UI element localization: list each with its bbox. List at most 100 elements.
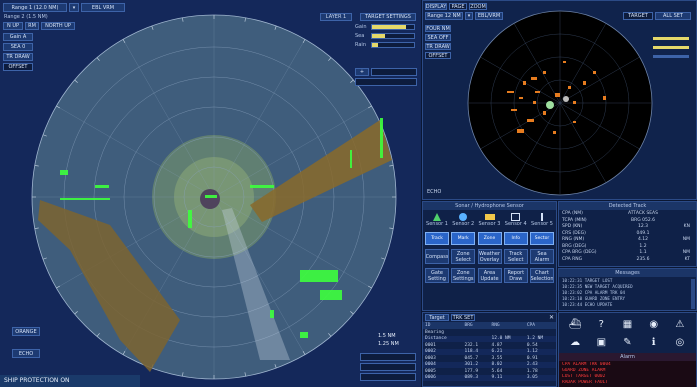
- detection-unit: KN: [683, 224, 690, 229]
- left-control-column: Gain A SEA 0 TR DRAW OFFSET: [3, 33, 33, 71]
- value-box-c[interactable]: [355, 78, 417, 86]
- echo-button[interactable]: ECHO: [12, 349, 40, 358]
- bearing-tick: [302, 351, 306, 355]
- action-weather[interactable]: Weather Overlay: [477, 249, 502, 264]
- tool-mark[interactable]: Mark: [451, 232, 476, 245]
- mini-radar-scope[interactable]: [423, 1, 697, 201]
- mini-gain-bar[interactable]: [653, 37, 689, 40]
- message-list[interactable]: 10:22:31 TARGET LOST 10:22:35 NEW TARGET …: [559, 277, 696, 309]
- action-zone-settings[interactable]: Zone Settings: [451, 268, 476, 283]
- action-zone-select[interactable]: Zone Select: [451, 249, 476, 264]
- sensor-item-2[interactable]: Sensor 2: [451, 213, 475, 227]
- column-header[interactable]: RNG: [489, 322, 525, 329]
- sensor-item-4[interactable]: Sensor 4: [504, 213, 528, 227]
- slider-track[interactable]: [371, 33, 415, 39]
- mini-sea-bar[interactable]: [653, 46, 689, 49]
- action-gate[interactable]: Gate Setting: [425, 268, 449, 283]
- range-dropdown[interactable]: ▾: [69, 3, 79, 12]
- tools-icon[interactable]: ✎: [623, 336, 632, 348]
- target-settings-button[interactable]: TARGET SETTINGS: [360, 13, 416, 21]
- warning-icon[interactable]: ⚠: [675, 318, 685, 330]
- north-up-button[interactable]: N UP: [3, 22, 23, 30]
- main-radar-scope[interactable]: [0, 0, 421, 387]
- tool-zone[interactable]: Zone: [477, 232, 502, 245]
- value-box-a[interactable]: +: [355, 68, 369, 76]
- ship-icon[interactable]: ⛴: [568, 318, 582, 330]
- sensor-actions-2: Gate Setting Zone Settings Area Update R…: [423, 266, 556, 285]
- mini-rain-bar[interactable]: [653, 55, 689, 58]
- info-icon[interactable]: ℹ: [651, 336, 656, 348]
- detection-row: CRS (DEG) 049.1: [562, 231, 693, 238]
- rm-button[interactable]: RM: [25, 22, 39, 30]
- bearing-tick: [244, 372, 246, 377]
- mini-trail-button[interactable]: TR DRAW: [425, 43, 451, 50]
- table-row[interactable]: 0006 089.3 9.11 3.05: [423, 374, 556, 381]
- tab-trk-set[interactable]: TRK SET: [451, 314, 475, 321]
- range-button[interactable]: Range 1 (12.0 NM): [3, 3, 67, 12]
- readout-box-2[interactable]: [360, 363, 416, 371]
- mini-target-button[interactable]: TARGET: [623, 12, 653, 20]
- mini-range-button[interactable]: Range 12 NM: [425, 12, 463, 20]
- table-row[interactable]: 0003 045.7 3.55 0.91: [423, 355, 556, 362]
- readout-box-1[interactable]: [360, 353, 416, 361]
- slider-fill: [372, 34, 385, 38]
- tool-sector[interactable]: Sector: [530, 232, 554, 245]
- value-box-b[interactable]: [371, 68, 417, 76]
- sensor-item-1[interactable]: Sensor 1: [425, 213, 449, 227]
- table-row[interactable]: Bearing: [423, 329, 556, 336]
- trail-button[interactable]: TR DRAW: [3, 53, 33, 61]
- layer-button[interactable]: LAYER 1: [320, 13, 352, 21]
- close-icon[interactable]: ✕: [548, 314, 554, 321]
- mini-sea-button[interactable]: SEA OFF: [425, 34, 451, 41]
- sea-button[interactable]: SEA 0: [3, 43, 33, 51]
- tab-page[interactable]: PAGE: [449, 3, 467, 10]
- signal-icon[interactable]: ◉: [649, 318, 659, 330]
- alarm-list[interactable]: CPA ALARM TRK 0004 GUARD ZONE ALARM LOST T…: [559, 361, 696, 387]
- mini-range-button-2[interactable]: FOUR NM: [425, 25, 451, 32]
- bearing-tick: [389, 227, 394, 229]
- slider-track[interactable]: [371, 24, 415, 30]
- mini-target: [563, 96, 569, 102]
- mini-tabs: DISPLAY PAGE ZOOM: [425, 3, 487, 10]
- table-row[interactable]: 0002 118.4 6.21 1.12: [423, 348, 556, 355]
- table-row[interactable]: 0001 232.1 4.87 0.54: [423, 342, 556, 349]
- slider-track[interactable]: [371, 42, 415, 48]
- action-sea-alarm[interactable]: Sea Alarm: [530, 249, 554, 264]
- tab-target[interactable]: Target: [425, 314, 449, 321]
- readout-box-3[interactable]: [360, 373, 416, 381]
- offset-button[interactable]: OFFSET: [3, 63, 33, 71]
- table-row[interactable]: 0004 301.2 8.02 2.43: [423, 361, 556, 368]
- ebl-vrm-button[interactable]: EBL VRM: [81, 3, 125, 12]
- help-icon[interactable]: ?: [598, 318, 604, 330]
- action-chart-select[interactable]: Chart Selection: [530, 268, 554, 283]
- column-header[interactable]: ID: [423, 322, 463, 329]
- mini-offset-button[interactable]: OFFSET: [425, 52, 451, 59]
- action-report-draw[interactable]: Report Draw: [503, 268, 528, 283]
- mini-ebl-button[interactable]: EBL/VRM: [475, 12, 503, 20]
- globe-icon[interactable]: ◎: [675, 336, 685, 348]
- messages-scrollbar[interactable]: [691, 279, 695, 309]
- tool-track[interactable]: Track: [425, 232, 449, 245]
- gain-button[interactable]: Gain A: [3, 33, 33, 41]
- tab-zoom[interactable]: ZOOM: [469, 3, 487, 10]
- cloud-icon[interactable]: ☁: [570, 336, 581, 348]
- bearing-line: [213, 196, 306, 355]
- mini-range-dropdown[interactable]: ▾: [465, 12, 473, 20]
- chart-icon[interactable]: ▦: [622, 318, 633, 330]
- orange-echo-button[interactable]: ORANGE: [12, 327, 40, 336]
- column-header[interactable]: BRG: [462, 322, 490, 329]
- action-area-update[interactable]: Area Update: [477, 268, 502, 283]
- sensor-item-5[interactable]: Sensor 5: [530, 213, 554, 227]
- table-row[interactable]: Distance 12.0 NM 1.2 NM: [423, 335, 556, 342]
- tab-display[interactable]: DISPLAY: [425, 3, 447, 10]
- display-icon[interactable]: ▣: [596, 336, 607, 348]
- action-track-select[interactable]: Track Select: [503, 249, 528, 264]
- action-compass[interactable]: Compass: [425, 249, 449, 264]
- table-row[interactable]: 0005 177.9 5.64 1.78: [423, 368, 556, 375]
- column-header[interactable]: CPA: [524, 322, 556, 329]
- tool-info[interactable]: Info: [503, 232, 528, 245]
- mini-all-set-button[interactable]: ALL SET: [655, 12, 691, 20]
- north-up-mode-button[interactable]: NORTH UP: [41, 22, 75, 30]
- sensor-item-3[interactable]: Sensor 3: [478, 213, 502, 227]
- detection-unit: KT: [684, 256, 690, 262]
